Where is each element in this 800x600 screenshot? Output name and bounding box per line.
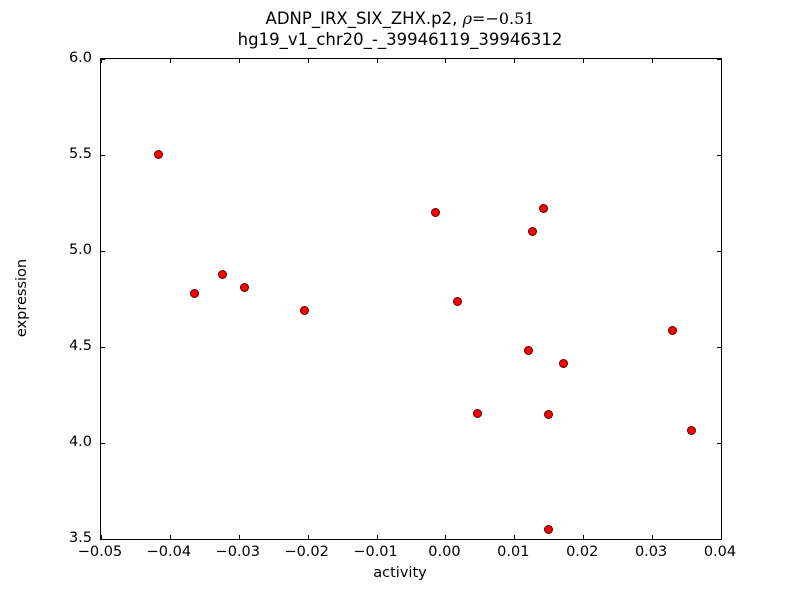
x-tick-label: −0.02 bbox=[284, 544, 329, 560]
scatter-point bbox=[217, 269, 227, 279]
y-tick-mark-right bbox=[717, 443, 721, 444]
scatter-point bbox=[523, 345, 533, 355]
chart-title: ADNP_IRX_SIX_ZHX.p2, ρ=−0.51 hg19_v1_chr… bbox=[0, 8, 800, 50]
rho-symbol: ρ bbox=[462, 9, 472, 28]
y-tick-label: 6.0 bbox=[68, 50, 92, 66]
x-tick-mark bbox=[583, 535, 585, 539]
x-tick-mark-top bbox=[169, 59, 171, 63]
scatter-point bbox=[473, 409, 483, 419]
x-tick-mark bbox=[169, 535, 171, 539]
x-tick-mark bbox=[652, 535, 654, 539]
scatter-plot-area bbox=[101, 59, 721, 539]
x-tick-mark-top bbox=[307, 59, 309, 63]
x-tick-label: 0.01 bbox=[497, 544, 530, 560]
y-tick-label: 5.0 bbox=[68, 242, 92, 258]
x-tick-mark-top bbox=[445, 59, 447, 63]
scatter-point bbox=[667, 325, 677, 335]
scatter-point bbox=[544, 524, 554, 534]
plot-axes-frame bbox=[100, 58, 722, 540]
scatter-point bbox=[528, 226, 538, 236]
x-tick-label: −0.05 bbox=[77, 544, 123, 560]
x-tick-mark-top bbox=[721, 59, 722, 63]
y-tick-mark-right bbox=[717, 251, 721, 252]
scatter-point bbox=[239, 282, 249, 292]
x-tick-mark-top bbox=[238, 59, 240, 63]
y-tick-mark bbox=[101, 251, 105, 252]
x-tick-label: 0.00 bbox=[428, 544, 461, 560]
x-tick-mark-top bbox=[376, 59, 378, 63]
scatter-point bbox=[430, 208, 440, 218]
y-tick-mark bbox=[101, 155, 105, 156]
x-tick-label: −0.04 bbox=[146, 544, 192, 560]
x-tick-label: 0.04 bbox=[703, 544, 737, 560]
x-tick-mark bbox=[307, 535, 309, 539]
x-tick-label: −0.03 bbox=[215, 544, 260, 560]
x-tick-mark-top bbox=[514, 59, 516, 63]
x-tick-mark bbox=[101, 535, 102, 539]
y-axis-label: expression bbox=[14, 258, 30, 338]
y-tick-mark bbox=[101, 443, 105, 444]
scatter-point bbox=[453, 297, 463, 307]
y-tick-mark-right bbox=[717, 347, 721, 348]
x-tick-mark-top bbox=[652, 59, 654, 63]
chart-title-line-1: ADNP_IRX_SIX_ZHX.p2, ρ=−0.51 bbox=[0, 8, 800, 29]
rho-value: =−0.51 bbox=[472, 9, 535, 28]
x-tick-mark-top bbox=[101, 59, 102, 63]
chart-title-name: ADNP_IRX_SIX_ZHX.p2, bbox=[265, 9, 463, 28]
scatter-point bbox=[154, 149, 164, 159]
y-tick-label: 4.5 bbox=[68, 338, 92, 354]
y-tick-mark bbox=[101, 347, 105, 348]
y-tick-mark bbox=[101, 539, 105, 540]
y-tick-mark bbox=[101, 59, 105, 60]
x-tick-mark-top bbox=[583, 59, 585, 63]
x-axis-label: activity bbox=[373, 565, 427, 581]
x-tick-label: 0.02 bbox=[566, 544, 599, 560]
y-tick-label: 5.5 bbox=[68, 146, 92, 162]
y-tick-mark-right bbox=[717, 59, 721, 60]
y-tick-mark-right bbox=[717, 155, 721, 156]
x-tick-label: −0.01 bbox=[353, 544, 398, 560]
scatter-point bbox=[300, 306, 310, 316]
chart-title-line-2: hg19_v1_chr20_-_39946119_39946312 bbox=[237, 30, 563, 49]
scatter-point bbox=[559, 359, 569, 369]
x-tick-mark bbox=[238, 535, 240, 539]
x-tick-mark bbox=[376, 535, 378, 539]
x-tick-mark bbox=[445, 535, 447, 539]
y-tick-mark-right bbox=[717, 539, 721, 540]
y-tick-label: 3.5 bbox=[68, 530, 92, 546]
scatter-point bbox=[539, 203, 549, 213]
x-tick-mark bbox=[721, 535, 722, 539]
scatter-point bbox=[686, 426, 696, 436]
x-tick-mark bbox=[514, 535, 516, 539]
scatter-point bbox=[544, 409, 554, 419]
scatter-point bbox=[190, 289, 200, 299]
y-tick-label: 4.0 bbox=[68, 434, 92, 450]
x-tick-label: 0.03 bbox=[634, 544, 668, 560]
